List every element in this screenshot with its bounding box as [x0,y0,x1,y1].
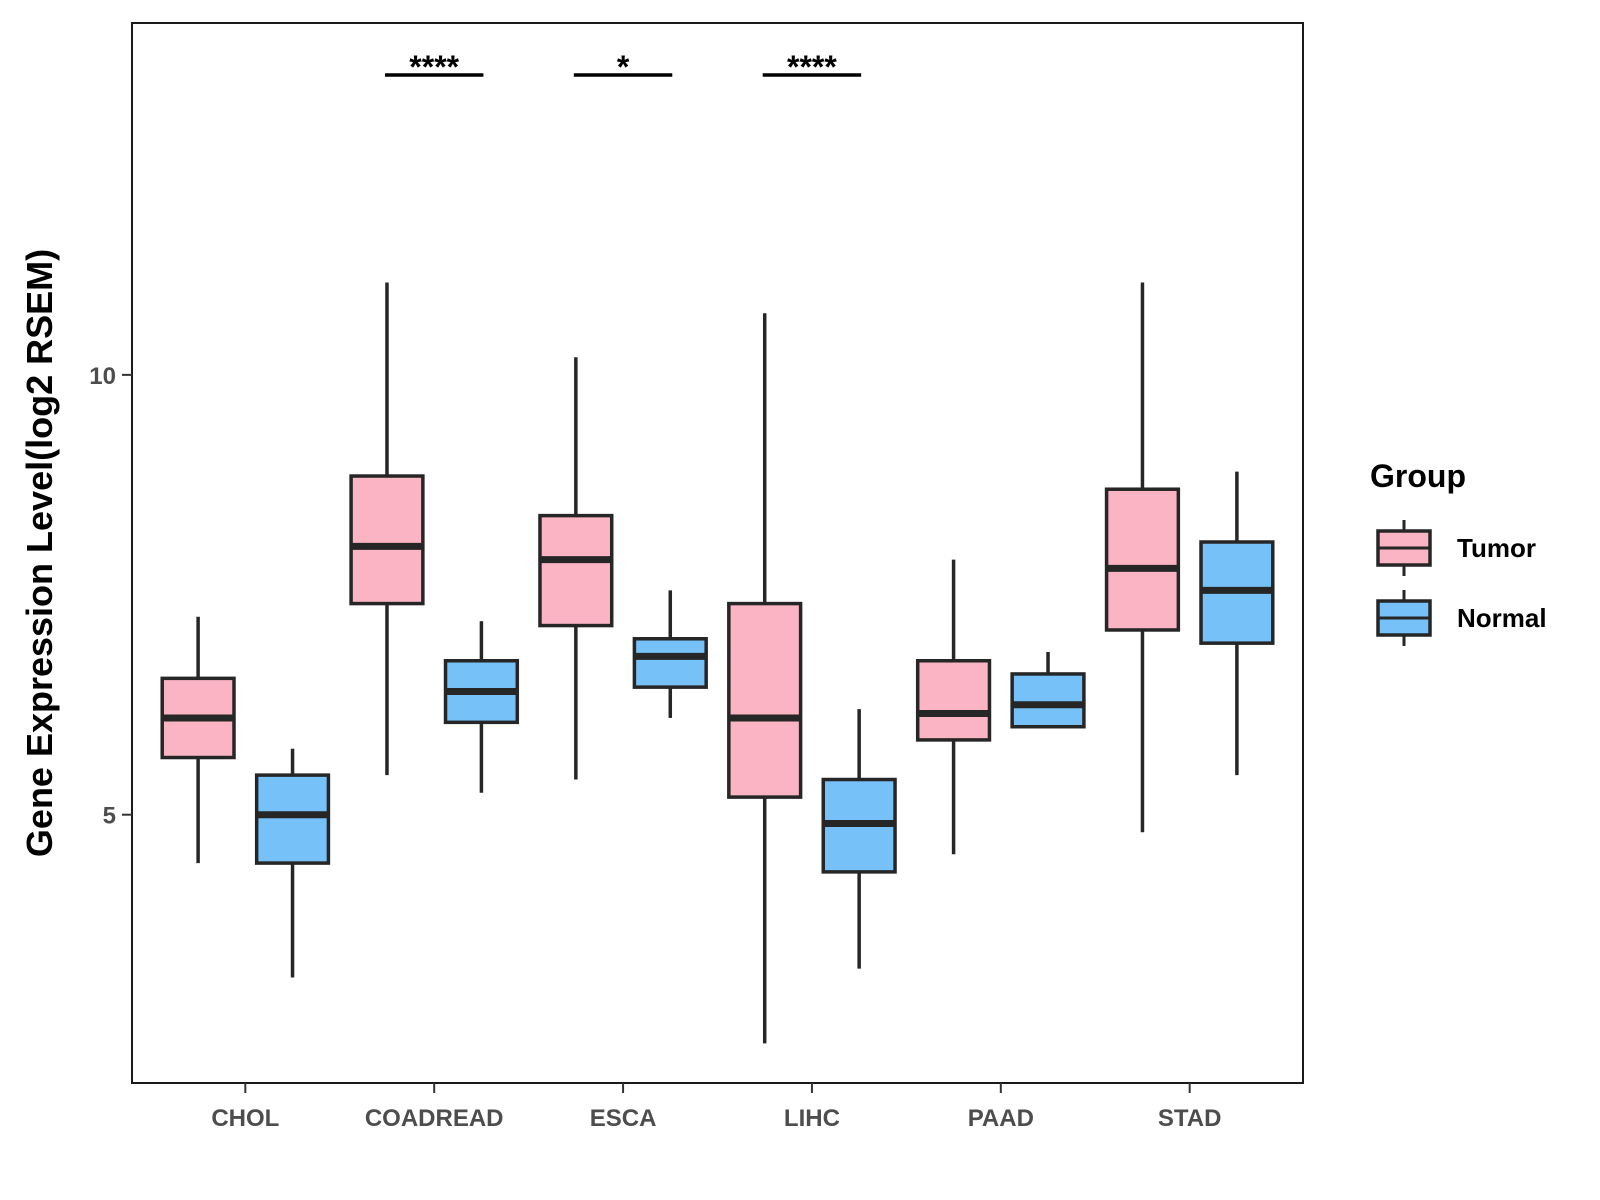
box-lihc-tumor [727,313,803,1044]
significance-label-esca: * [617,49,630,85]
iqr-box-paad-normal [1010,672,1086,729]
legend-entry-normal: Normal [1376,590,1547,646]
box-chol-tumor [160,616,236,864]
box-paad-normal [1010,651,1086,729]
box-esca-tumor [538,357,614,780]
legend-label-tumor: Tumor [1457,533,1536,563]
y-tick-label-10: 10 [89,363,116,390]
iqr-box-lihc-tumor [727,601,803,799]
legend-entry-tumor: Tumor [1376,520,1536,576]
y-tick-label-5: 5 [103,803,116,830]
x-tick-label-coadread: COADREAD [365,1105,504,1132]
plot-panel-border [131,22,1304,1084]
iqr-box-coadread-tumor [349,474,425,606]
boxes-layer [160,282,1275,1044]
significance-layer: **** * **** [384,49,862,85]
box-stad-normal [1199,471,1275,776]
iqr-box-stad-tumor [1104,487,1181,632]
iqr-box-esca-normal [632,637,708,689]
box-chol-normal [254,748,331,978]
box-coadread-tumor [349,282,425,776]
x-tick-label-stad: STAD [1158,1105,1222,1132]
legend-title: Group [1370,458,1466,494]
significance-label-lihc: **** [787,49,837,85]
legend-label-normal: Normal [1457,603,1547,633]
box-lihc-normal [821,709,897,969]
x-tick-label-esca: ESCA [590,1105,657,1132]
iqr-box-chol-normal [254,773,331,865]
x-tick-label-lihc: LIHC [784,1105,840,1132]
legend: Group Tumor Normal [1370,458,1547,646]
iqr-box-paad-tumor [915,659,992,742]
x-tick-label-paad: PAAD [968,1105,1034,1132]
box-coadread-normal [443,621,520,793]
box-paad-tumor [915,559,992,855]
axes-layer: 5 10 CHOL COADREAD ESCA LIHC PAAD STAD [89,363,1221,1132]
box-stad-tumor [1104,282,1181,833]
significance-label-coadread: **** [409,49,459,85]
iqr-box-esca-tumor [538,513,614,628]
x-tick-label-chol: CHOL [211,1105,279,1132]
box-esca-normal [632,590,708,718]
y-axis-title: Gene Expression Level(log2 RSEM) [19,249,60,857]
